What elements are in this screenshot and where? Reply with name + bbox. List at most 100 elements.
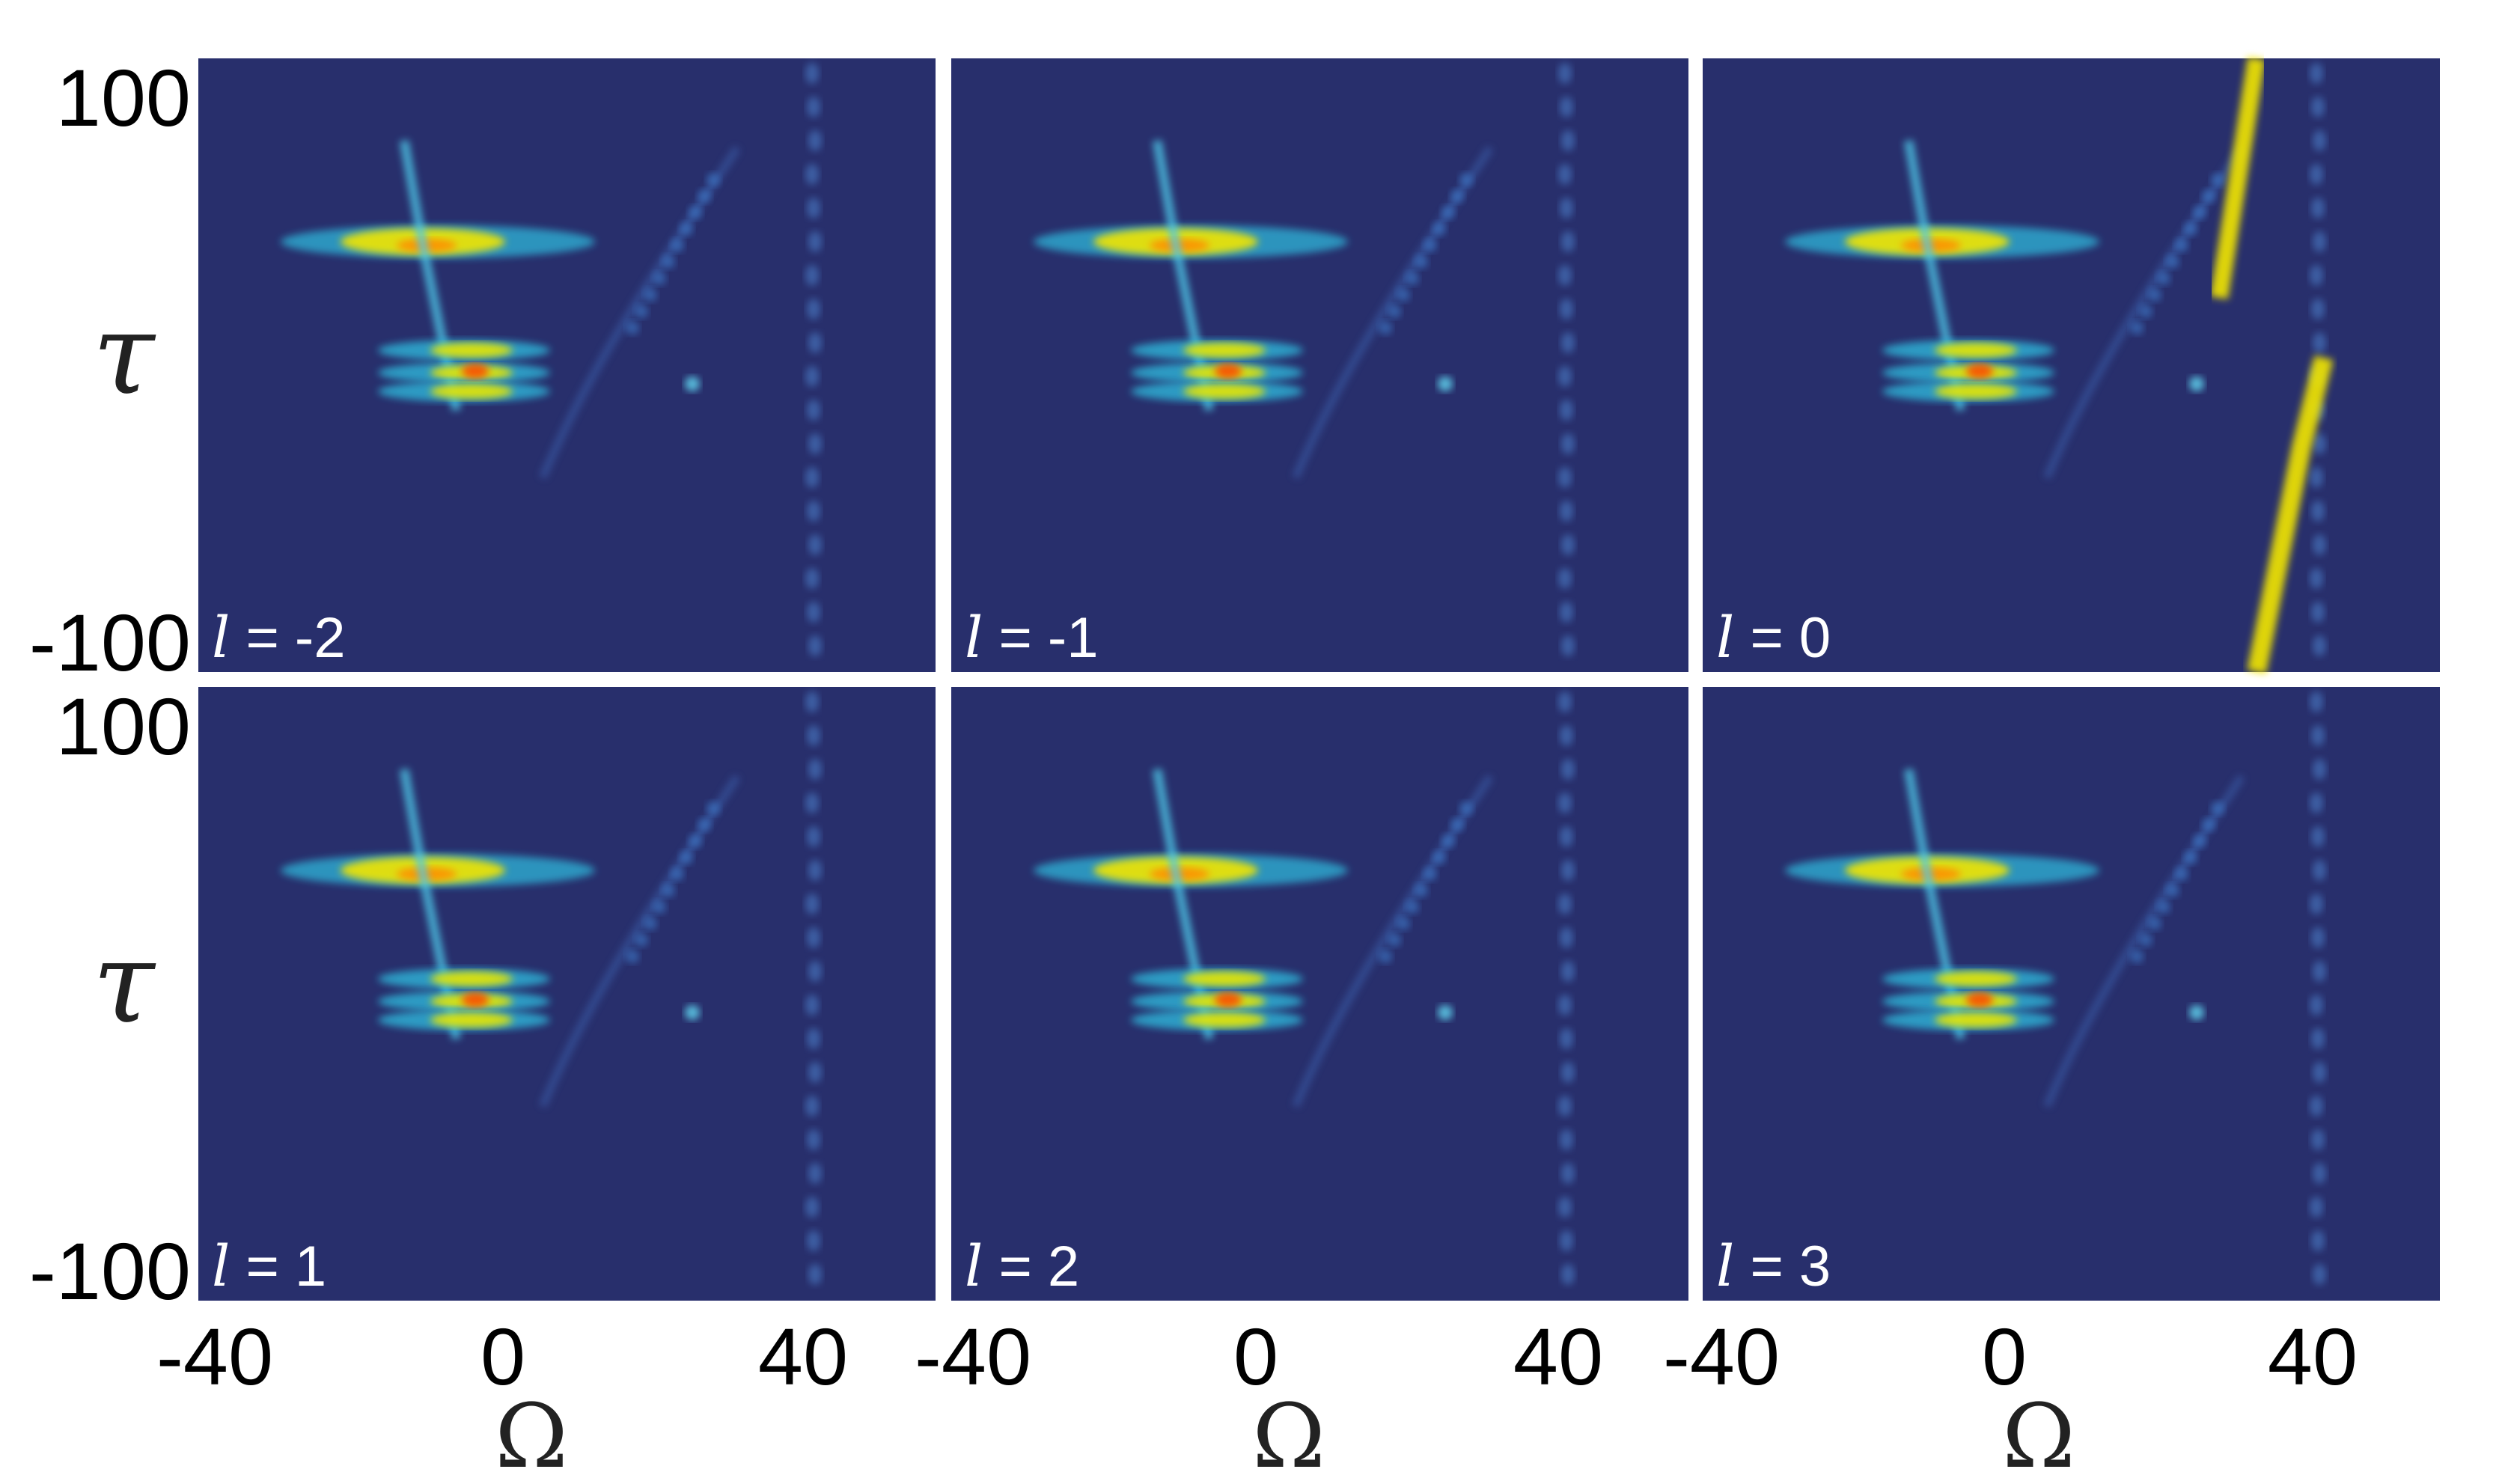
dotted-trace [626, 950, 639, 963]
right-band-blob [1560, 299, 1573, 320]
dotted-trace [2157, 272, 2170, 285]
right-band-blob [1560, 1028, 1573, 1049]
right-band-blob [808, 130, 822, 151]
panel-background [198, 58, 936, 672]
right-band-blob [2313, 332, 2326, 353]
y-axis-label-bottom: τ [93, 918, 156, 1048]
dotted-trace [1441, 206, 1455, 219]
y-tick-top-row-min: -100 [29, 597, 191, 688]
right-band-blob [1558, 366, 1572, 387]
dotted-trace [1438, 376, 1453, 391]
x-tick-col1-min: -40 [156, 1311, 273, 1402]
lower-band-core [430, 384, 513, 399]
right-band-blob [1558, 164, 1572, 185]
dotted-trace [1459, 173, 1473, 186]
lower-band-core [430, 1013, 513, 1027]
right-band-blob [807, 1028, 820, 1049]
right-band-blob [1561, 961, 1575, 982]
panel-traces [1034, 691, 1575, 1285]
lower-band-core [1183, 343, 1266, 358]
right-band-blob [1558, 467, 1572, 488]
y-tick-bottom-row-min: -100 [29, 1226, 191, 1316]
right-band-blob [1560, 725, 1573, 746]
right-band-blob [805, 63, 819, 84]
right-band-blob [1561, 1163, 1575, 1184]
x-tick-col2-min: -40 [915, 1311, 1031, 1402]
dotted-trace [2157, 900, 2170, 914]
dotted-trace [2184, 851, 2197, 864]
panel-traces [281, 63, 822, 656]
right-band-blob [1558, 568, 1572, 589]
dotted-trace [2139, 305, 2152, 318]
right-band-blob [1560, 501, 1573, 522]
right-band-blob [2311, 826, 2325, 847]
right-band-blob [1558, 793, 1572, 813]
right-band-blob [807, 299, 820, 320]
lower-band-hot [1215, 992, 1242, 1007]
right-band-blob [808, 1264, 822, 1285]
dotted-trace [2202, 818, 2215, 831]
right-band-blob [2311, 1230, 2325, 1251]
right-band-blob [805, 793, 819, 813]
x-tick-col2-mid: 0 [1233, 1311, 1278, 1402]
right-band-blob [805, 894, 819, 914]
right-band-blob [807, 602, 820, 623]
right-band-blob [2310, 467, 2323, 488]
lower-band-core [1935, 384, 2017, 399]
panel-traces [1034, 63, 1575, 656]
right-band-blob [1561, 635, 1575, 656]
dotted-trace [1459, 801, 1473, 815]
dotted-trace [2184, 222, 2197, 236]
lower-band-core [1935, 971, 2017, 986]
dotted-trace [707, 173, 720, 186]
right-band-blob [807, 198, 820, 219]
right-band-blob [807, 400, 820, 421]
x-tick-col3-mid: 0 [1982, 1311, 2027, 1402]
x-tick-col3-max: 40 [2268, 1311, 2358, 1402]
right-band-blob [2310, 1197, 2323, 1218]
x-tick-col3-min: -40 [1663, 1311, 1780, 1402]
right-band-blob [808, 332, 822, 353]
right-band-blob [808, 231, 822, 252]
right-band-blob [1558, 691, 1572, 712]
right-band-blob [808, 1062, 822, 1083]
right-band-blob [2313, 1264, 2326, 1285]
dotted-trace [685, 1005, 700, 1020]
right-band-blob [807, 1230, 820, 1251]
right-band-blob [1560, 1230, 1573, 1251]
right-band-blob [808, 860, 822, 881]
right-band-blob [2313, 433, 2326, 454]
right-band-blob [1561, 130, 1575, 151]
right-band-blob [2310, 164, 2323, 185]
right-band-blob [808, 961, 822, 982]
right-band-blob [1560, 927, 1573, 948]
dotted-trace [685, 376, 700, 391]
lower-band-core [430, 971, 513, 986]
panel-l-minus-1: l = -1 [951, 58, 1688, 672]
right-band-blob [807, 725, 820, 746]
panel-background [951, 58, 1688, 672]
right-band-blob [2310, 265, 2323, 286]
dotted-trace [2139, 933, 2152, 947]
right-band-blob [805, 164, 819, 185]
lower-band-core [1935, 1013, 2017, 1027]
lower-band-hot [462, 992, 489, 1007]
dotted-trace [1379, 321, 1392, 335]
right-band-blob [2310, 691, 2323, 712]
right-band-blob [807, 1129, 820, 1150]
lower-band-hot [462, 364, 489, 379]
panel-l-3: l = 3 [1703, 687, 2440, 1301]
right-band-blob [1558, 1096, 1572, 1117]
right-band-blob [2310, 995, 2323, 1016]
y-tick-top-row-max: 100 [56, 52, 191, 143]
right-band-blob [1561, 332, 1575, 353]
panel-background [198, 687, 936, 1301]
lower-band-hot [1966, 364, 1993, 379]
dotted-trace [698, 189, 711, 203]
dotted-trace [680, 222, 693, 236]
right-band-blob [2310, 793, 2323, 813]
dotted-trace [644, 288, 657, 302]
x-tick-col1-max: 40 [758, 1311, 848, 1402]
panel-label: l = -2 [212, 604, 346, 671]
panel-label: l = 3 [1716, 1233, 1831, 1299]
